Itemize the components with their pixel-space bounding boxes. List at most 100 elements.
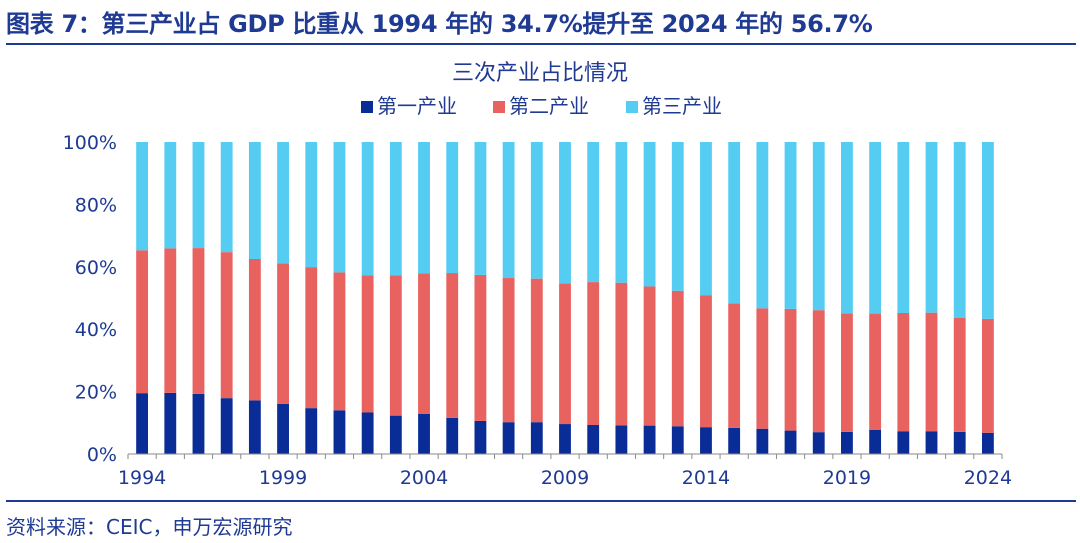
- bar-segment-2024-series-3: [981, 142, 994, 319]
- bar-segment-2001-series-3: [333, 142, 346, 273]
- bar-segment-2024-series-1: [981, 432, 994, 454]
- bar-segment-2015-series-2: [728, 303, 741, 428]
- bar-segment-2009-series-3: [559, 142, 571, 284]
- x-tick-label: 2019: [823, 467, 871, 489]
- bar-segment-2017-series-2: [784, 308, 797, 431]
- bar-segment-2020-series-1: [869, 429, 882, 454]
- bar-segment-1996-series-2: [192, 248, 205, 394]
- bar-segment-1998-series-3: [248, 142, 261, 259]
- bar-segment-1999-series-1: [277, 403, 289, 454]
- bar-segment-2022-series-3: [925, 142, 938, 313]
- bar-segment-2018-series-1: [812, 432, 825, 454]
- x-tick-label: 2014: [682, 467, 730, 489]
- bar-segment-2021-series-2: [897, 312, 910, 432]
- bar-segment-2019-series-1: [841, 431, 853, 454]
- bar-segment-2007-series-3: [502, 142, 515, 279]
- bar-segment-2000-series-3: [305, 142, 318, 268]
- bar-segment-2004-series-1: [418, 413, 430, 454]
- bar-segment-2007-series-2: [502, 278, 515, 423]
- title-divider: [6, 43, 1076, 45]
- bar-segment-1996-series-1: [192, 393, 205, 454]
- bar-segment-2011-series-1: [615, 425, 628, 454]
- y-tick-label: 60%: [75, 257, 117, 279]
- figure-title: 图表 7：第三产业占 GDP 比重从 1994 年的 34.7%提升至 2024…: [6, 10, 873, 38]
- y-tick-label: 0%: [87, 444, 117, 466]
- x-tick-label: 2009: [541, 467, 589, 489]
- bar-segment-2010-series-3: [587, 142, 600, 283]
- bar-segment-2017-series-3: [784, 142, 797, 309]
- bar-segment-1999-series-2: [277, 263, 289, 404]
- source-note: 资料来源：CEIC，申万宏源研究: [6, 515, 293, 539]
- bar-segment-2013-series-3: [671, 142, 684, 291]
- bar-segment-2004-series-2: [418, 273, 430, 414]
- bar-segment-2010-series-2: [587, 282, 600, 425]
- bar-segment-2013-series-1: [671, 426, 684, 454]
- bar-segment-1994-series-3: [136, 142, 149, 251]
- bar-segment-2024-series-2: [981, 318, 994, 433]
- bar-segment-2019-series-3: [841, 142, 853, 314]
- bar-segment-2022-series-2: [925, 312, 938, 432]
- bar-segment-2002-series-1: [361, 412, 374, 454]
- bar-segment-2019-series-2: [841, 313, 853, 432]
- bar-segment-2012-series-3: [643, 142, 656, 287]
- bar-segment-1997-series-2: [220, 252, 233, 399]
- bar-segment-2012-series-1: [643, 425, 656, 454]
- bar-segment-2020-series-2: [869, 313, 882, 430]
- bar-segment-2005-series-1: [446, 417, 459, 454]
- bar-segment-1998-series-1: [248, 400, 261, 454]
- bar-segment-2001-series-1: [333, 410, 346, 454]
- x-axis: 1994 1999 2004 2009 2014 2019 2024: [118, 453, 1012, 489]
- bar-segment-2015-series-1: [728, 427, 741, 454]
- bar-segment-2000-series-2: [305, 267, 318, 409]
- bar-segment-2008-series-3: [530, 142, 543, 279]
- bar-segment-2006-series-3: [474, 142, 487, 275]
- bar-segment-2006-series-2: [474, 274, 487, 421]
- bar-segment-2017-series-1: [784, 430, 797, 454]
- bar-segment-2009-series-1: [559, 424, 571, 454]
- bar-segment-2002-series-2: [361, 275, 374, 413]
- stacked-bar-chart: 三次产业占比情况 第一产业 第二产业 第三产业 0% 20% 40% 60% 80% 100%…: [63, 61, 1012, 489]
- bar-segment-2012-series-2: [643, 286, 656, 426]
- bar-segment-2007-series-1: [502, 422, 515, 454]
- bar-segment-2003-series-3: [389, 142, 402, 276]
- y-tick-label: 100%: [63, 132, 117, 154]
- bar-segment-1996-series-3: [192, 142, 205, 249]
- bar-segment-2021-series-3: [897, 142, 910, 313]
- bar-segment-2014-series-2: [700, 295, 712, 428]
- bar-segment-2016-series-1: [756, 428, 769, 454]
- y-tick-label: 80%: [75, 194, 117, 216]
- bar-segment-2023-series-3: [953, 142, 966, 318]
- bar-segment-2000-series-1: [305, 408, 318, 454]
- legend-swatch-2: [493, 101, 505, 113]
- bar-segment-2001-series-2: [333, 272, 346, 411]
- bar-segment-2008-series-2: [530, 278, 543, 423]
- bar-segment-2014-series-3: [700, 142, 712, 296]
- legend-label-3: 第三产业: [642, 94, 722, 118]
- x-tick-label: 1994: [118, 467, 166, 489]
- bar-segment-2020-series-3: [869, 142, 882, 314]
- legend-label-2: 第二产业: [509, 94, 589, 118]
- legend: 第一产业 第二产业 第三产业: [361, 94, 722, 118]
- bar-segment-2013-series-2: [671, 290, 684, 427]
- bar-segment-2011-series-3: [615, 142, 628, 283]
- y-tick-label: 40%: [75, 319, 117, 341]
- bar-segment-2018-series-3: [812, 142, 825, 311]
- legend-swatch-3: [626, 101, 638, 113]
- bar-segment-2016-series-3: [756, 142, 769, 309]
- bar-segment-2003-series-2: [389, 275, 402, 416]
- bar-segment-2021-series-1: [897, 431, 910, 454]
- bar-segment-2004-series-3: [418, 142, 430, 274]
- bar-segment-2003-series-1: [389, 415, 402, 454]
- bar-segment-2015-series-3: [728, 142, 741, 304]
- x-tick-label: 2024: [964, 467, 1012, 489]
- x-tick-label: 1999: [259, 467, 307, 489]
- bar-segment-2018-series-2: [812, 310, 825, 433]
- bar-segment-1997-series-3: [220, 142, 233, 253]
- bar-segment-2008-series-1: [530, 422, 543, 454]
- bars: [136, 142, 994, 454]
- bar-segment-2002-series-3: [361, 142, 374, 276]
- x-tick-label: 2004: [400, 467, 448, 489]
- bar-segment-1994-series-2: [136, 250, 149, 394]
- y-axis: 0% 20% 40% 60% 80% 100%: [63, 132, 117, 466]
- bar-segment-1998-series-2: [248, 259, 261, 401]
